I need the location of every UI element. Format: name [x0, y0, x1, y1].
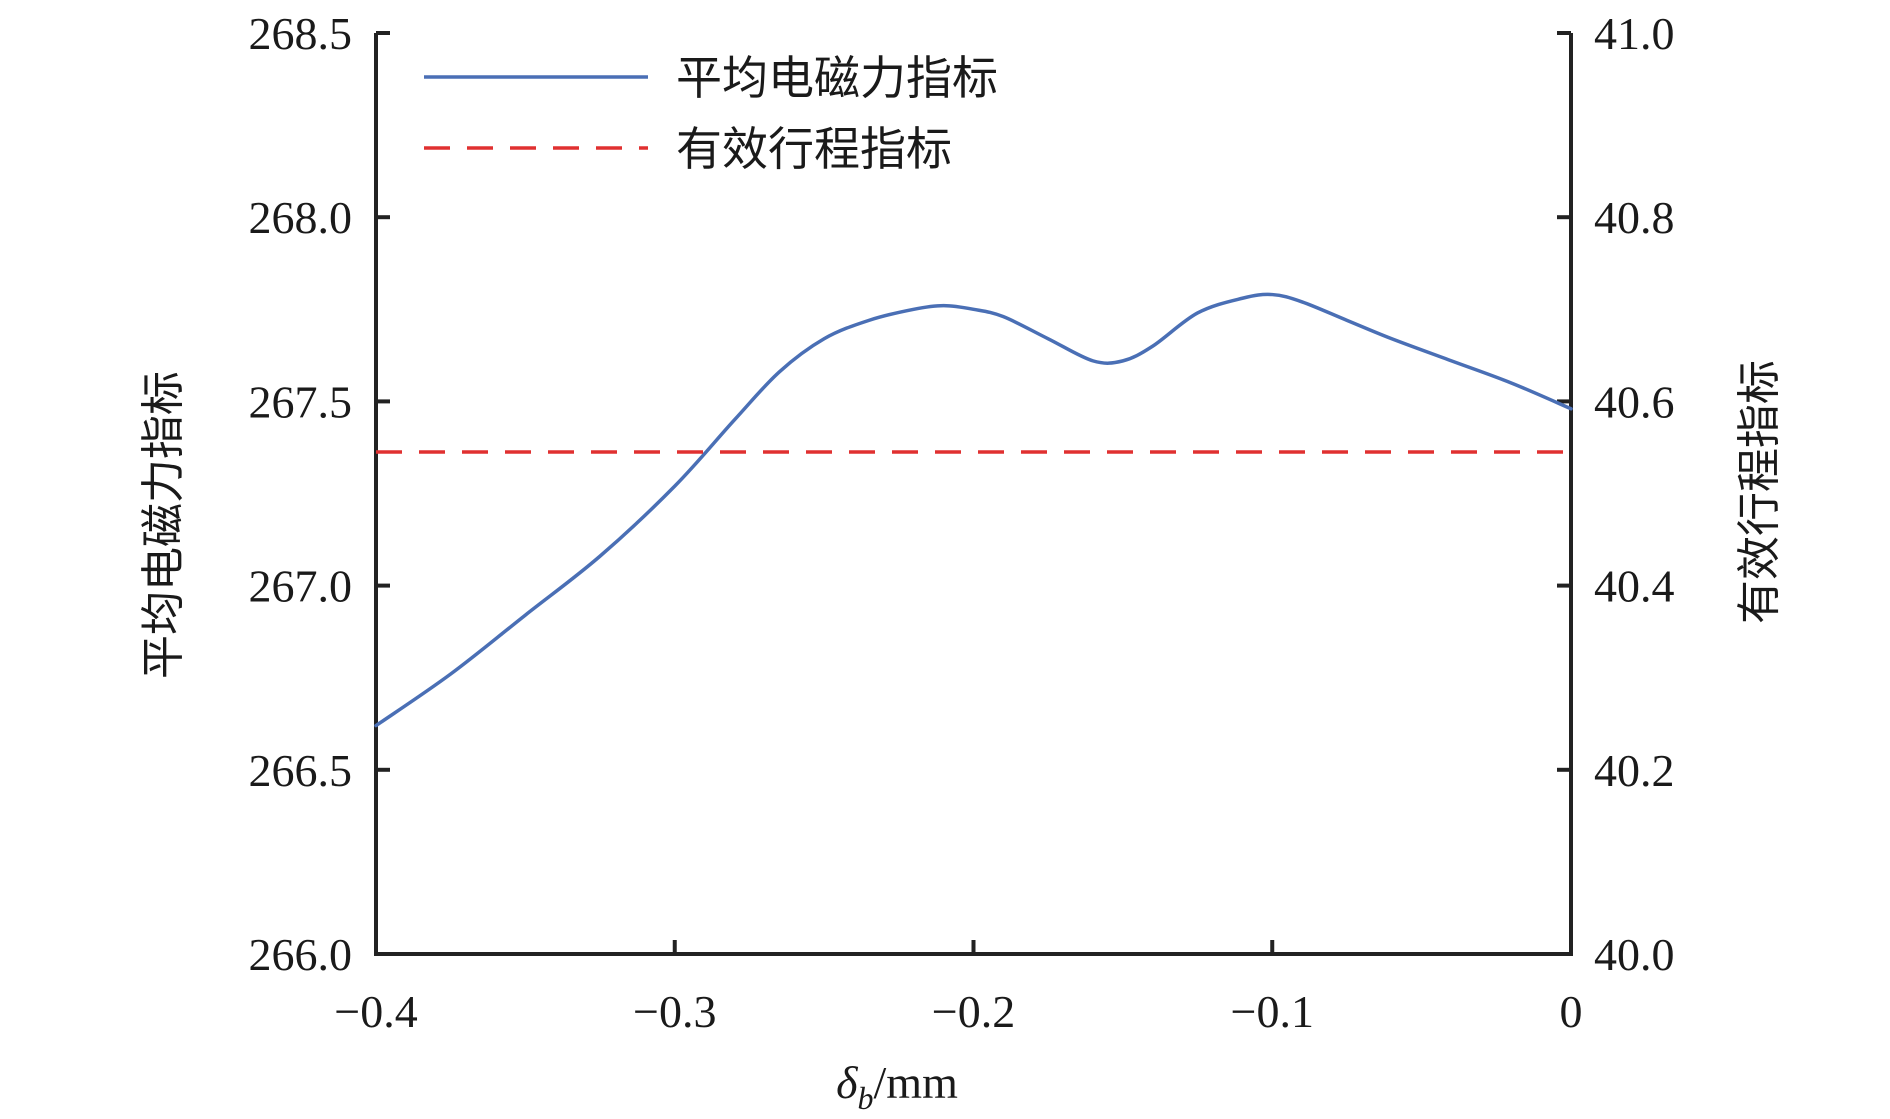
left-y-axis-ticks: 266.0 266.5 267.0 267.5 268.0 268.5 — [249, 8, 390, 980]
left-y-tick-label: 267.5 — [249, 376, 353, 427]
right-y-tick-label: 40.2 — [1594, 745, 1675, 796]
left-y-tick-label: 268.0 — [249, 192, 353, 243]
y-axis-right-title: 有效行程指标 — [1734, 360, 1785, 624]
x-tick-label: −0.1 — [1231, 986, 1314, 1037]
left-y-tick-label: 266.0 — [249, 929, 353, 980]
left-y-tick-label: 268.5 — [249, 8, 353, 59]
y-axis-left-title: 平均电磁力指标 — [138, 371, 189, 679]
right-y-tick-label: 41.0 — [1594, 8, 1675, 59]
legend: 平均电磁力指标 有效行程指标 — [424, 51, 998, 176]
right-y-tick-label: 40.0 — [1594, 929, 1675, 980]
legend-label-em-force: 平均电磁力指标 — [676, 51, 998, 105]
x-tick-label: 0 — [1560, 986, 1583, 1037]
x-axis-title: δb/mm — [836, 1057, 958, 1116]
left-y-tick-label: 266.5 — [249, 745, 353, 796]
x-axis-title-symbol: δ — [836, 1057, 858, 1108]
x-tick-label: −0.2 — [932, 986, 1015, 1037]
right-y-tick-label: 40.4 — [1594, 561, 1675, 612]
right-y-tick-label: 40.6 — [1594, 376, 1675, 427]
x-axis-title-subscript: b — [858, 1080, 874, 1116]
legend-label-stroke: 有效行程指标 — [676, 122, 952, 176]
series-layer — [374, 292, 1573, 728]
series-line-em-force-index — [374, 292, 1573, 728]
right-y-axis-ticks: 40.0 40.2 40.4 40.6 40.8 41.0 — [1557, 8, 1675, 980]
right-y-tick-label: 40.8 — [1594, 192, 1675, 243]
x-axis-title-unit: /mm — [874, 1057, 959, 1108]
left-y-tick-label: 267.0 — [249, 561, 353, 612]
x-tick-label: −0.4 — [334, 986, 417, 1037]
x-axis-ticks: −0.4 −0.3 −0.2 −0.1 0 — [334, 940, 1583, 1037]
plot-frame — [374, 33, 1573, 956]
x-tick-label: −0.3 — [633, 986, 716, 1037]
